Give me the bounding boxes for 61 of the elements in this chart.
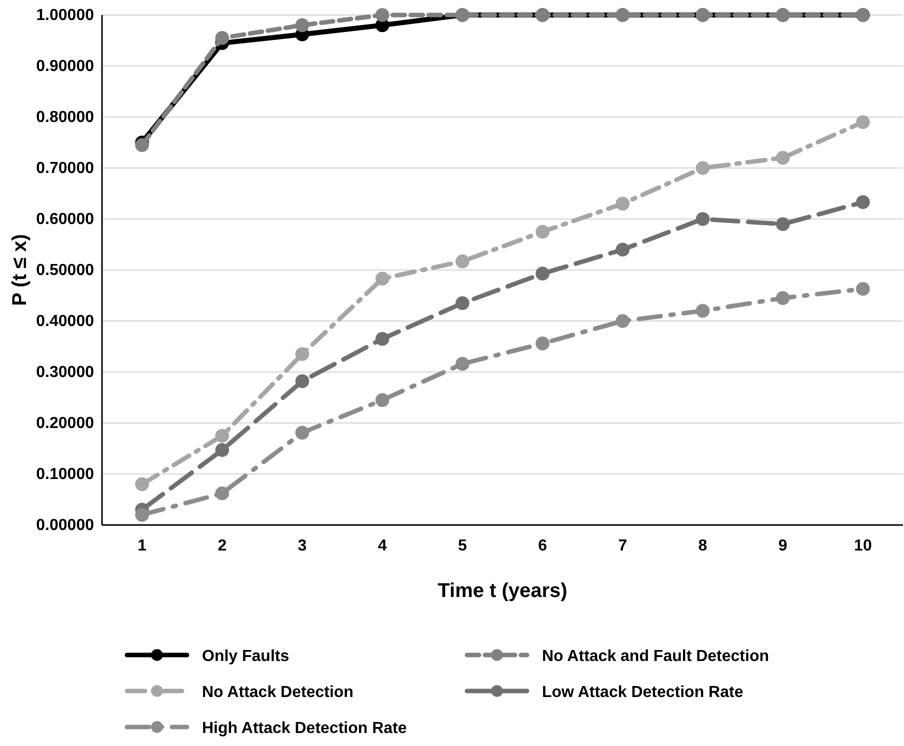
- y-tick-label: 0.10000: [36, 466, 94, 484]
- y-tick-label: 0.90000: [36, 58, 94, 76]
- x-tick-label: 4: [378, 537, 387, 554]
- point: [135, 508, 149, 522]
- point: [295, 426, 310, 440]
- y-tick-label: 0.40000: [36, 313, 94, 330]
- legend-label: High Attack Detection Rate: [202, 720, 407, 737]
- y-tick-label: 1.00000: [36, 7, 94, 24]
- point: [536, 224, 550, 239]
- point: [856, 115, 870, 129]
- x-tick-label: 6: [538, 537, 548, 554]
- y-axis-title: P (t ≤ x): [9, 234, 31, 306]
- legend-label: No Attack Detection: [202, 684, 354, 701]
- point: [135, 138, 149, 152]
- point: [215, 31, 230, 45]
- x-tick-label: 10: [854, 537, 872, 554]
- point: [456, 254, 470, 268]
- point: [696, 304, 710, 318]
- x-axis-title: Time t (years): [438, 580, 568, 602]
- point: [616, 314, 630, 328]
- point: [696, 161, 710, 175]
- point: [215, 486, 230, 500]
- point: [616, 242, 630, 256]
- point: [135, 477, 149, 492]
- point: [215, 428, 230, 443]
- y-tick-label: 0.70000: [36, 160, 94, 178]
- x-tick-label: 9: [778, 537, 788, 554]
- point: [295, 18, 310, 32]
- y-tick-label: 0.30000: [36, 364, 94, 382]
- point: [536, 266, 550, 280]
- point: [295, 347, 310, 362]
- x-tick-label: 5: [458, 537, 467, 554]
- point: [375, 272, 390, 286]
- point: [776, 217, 790, 231]
- point: [776, 150, 790, 165]
- x-tick-label: 1: [138, 537, 147, 554]
- x-tick-label: 2: [218, 537, 227, 554]
- x-tick-label: 7: [618, 537, 628, 554]
- legend-label: No Attack and Fault Detection: [542, 648, 769, 665]
- point: [295, 374, 310, 388]
- point: [456, 296, 470, 310]
- y-tick-label: 0.50000: [36, 262, 94, 280]
- point: [616, 196, 630, 211]
- point: [536, 336, 550, 350]
- y-tick-label: 0.00000: [36, 517, 94, 534]
- y-tick-label: 0.80000: [36, 109, 94, 126]
- point: [856, 195, 870, 210]
- legend-label: Only Faults: [202, 648, 290, 665]
- x-tick-label: 3: [298, 537, 307, 554]
- point: [776, 291, 790, 305]
- point: [696, 212, 710, 226]
- point: [375, 393, 390, 407]
- x-tick-label: 8: [698, 537, 708, 554]
- legend-label: Low Attack Detection Rate: [542, 684, 744, 701]
- point: [456, 356, 470, 371]
- point: [375, 8, 390, 22]
- point: [856, 282, 870, 296]
- point: [375, 332, 390, 346]
- point: [215, 443, 230, 457]
- y-tick-label: 0.20000: [36, 415, 94, 432]
- y-tick-label: 0.60000: [36, 211, 94, 228]
